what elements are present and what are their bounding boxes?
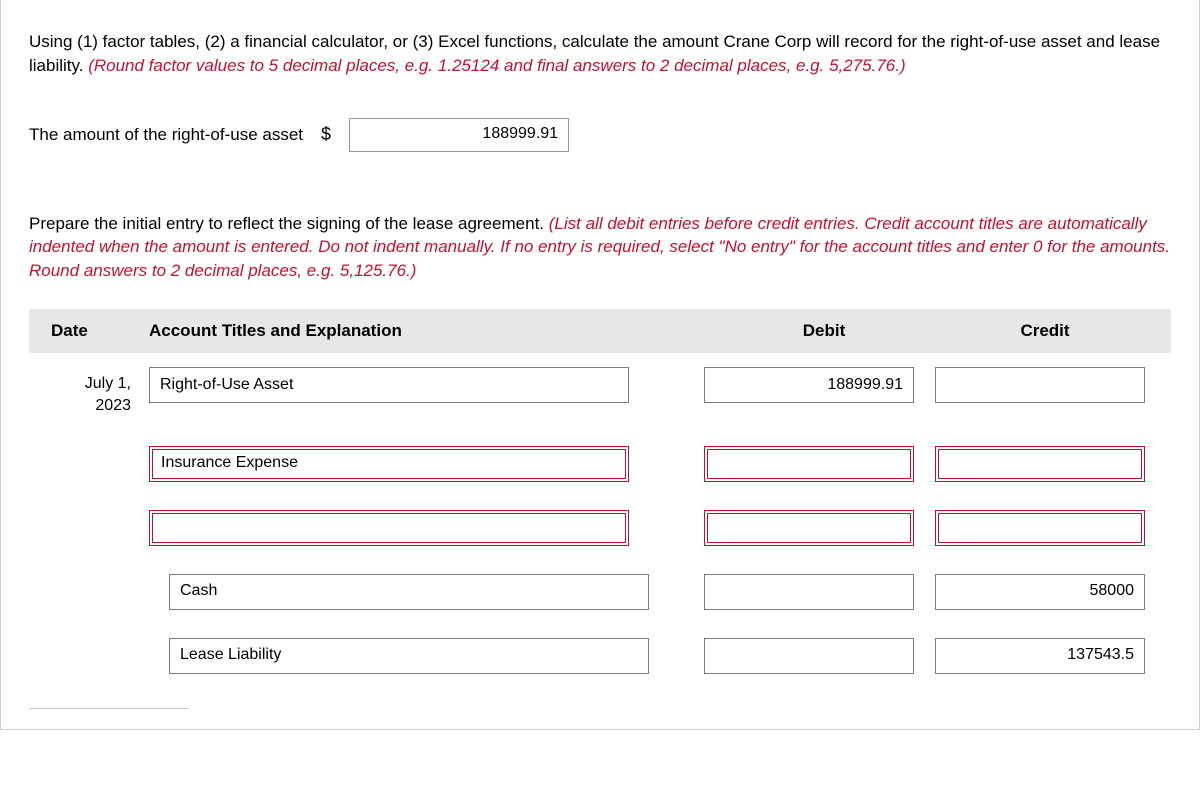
table-row: Lease Liability 137543.5	[29, 624, 1171, 688]
table-body: July 1,2023Right-of-Use Asset188999.91In…	[29, 353, 1171, 688]
bottom-rule	[29, 708, 189, 709]
currency-symbol: $	[321, 122, 331, 147]
credit-cell: 58000	[929, 574, 1151, 610]
account-title-input[interactable]: Right-of-Use Asset	[149, 367, 629, 403]
account-title-input[interactable]: Cash	[169, 574, 649, 610]
account-title-input[interactable]: Insurance Expense	[152, 449, 626, 479]
account-cell: Insurance Expense	[149, 446, 689, 482]
account-title-input[interactable]: Lease Liability	[169, 638, 649, 674]
debit-cell	[689, 574, 929, 610]
credit-cell	[929, 446, 1151, 482]
credit-cell	[929, 510, 1151, 546]
debit-input[interactable]: 188999.91	[704, 367, 914, 403]
amount-label: The amount of the right-of-use asset	[29, 123, 303, 147]
header-debit: Debit	[709, 319, 939, 343]
date-cell	[29, 574, 149, 580]
debit-cell	[689, 638, 929, 674]
debit-input[interactable]	[704, 638, 914, 674]
table-row: Insurance Expense	[29, 432, 1171, 496]
header-acct: Account Titles and Explanation	[149, 319, 709, 343]
account-cell: Right-of-Use Asset	[149, 367, 689, 403]
credit-input[interactable]	[938, 449, 1142, 479]
credit-input[interactable]	[935, 367, 1145, 403]
question-panel: Using (1) factor tables, (2) a financial…	[0, 0, 1200, 730]
q1-emph: (Round factor values to 5 decimal places…	[88, 56, 905, 75]
credit-input[interactable]: 58000	[935, 574, 1145, 610]
journal-entry-table: Date Account Titles and Explanation Debi…	[29, 309, 1171, 688]
date-cell	[29, 510, 149, 516]
table-row: July 1,2023Right-of-Use Asset188999.91	[29, 353, 1171, 432]
table-header-row: Date Account Titles and Explanation Debi…	[29, 309, 1171, 353]
account-cell: Cash	[149, 574, 689, 610]
header-credit: Credit	[939, 319, 1151, 343]
debit-input[interactable]	[704, 574, 914, 610]
credit-input[interactable]	[938, 513, 1142, 543]
table-row: Cash 58000	[29, 560, 1171, 624]
date-cell: July 1,2023	[29, 367, 149, 418]
debit-cell	[689, 446, 929, 482]
debit-input[interactable]	[707, 513, 911, 543]
debit-cell	[689, 510, 929, 546]
debit-cell: 188999.91	[689, 367, 929, 403]
account-cell: Lease Liability	[149, 638, 689, 674]
credit-input[interactable]: 137543.5	[935, 638, 1145, 674]
amount-input[interactable]: 188999.91	[349, 118, 569, 152]
date-line1: July 1,	[29, 373, 131, 395]
table-row	[29, 496, 1171, 560]
credit-cell	[929, 367, 1151, 403]
date-cell	[29, 446, 149, 452]
date-line2: 2023	[29, 395, 131, 417]
question1-text: Using (1) factor tables, (2) a financial…	[29, 30, 1171, 78]
header-date: Date	[29, 319, 149, 343]
credit-cell: 137543.5	[929, 638, 1151, 674]
q2-plain: Prepare the initial entry to reflect the…	[29, 214, 549, 233]
account-title-input[interactable]	[152, 513, 626, 543]
question2-text: Prepare the initial entry to reflect the…	[29, 212, 1171, 283]
account-cell	[149, 510, 689, 546]
date-cell	[29, 638, 149, 644]
amount-row: The amount of the right-of-use asset $ 1…	[29, 118, 1171, 152]
debit-input[interactable]	[707, 449, 911, 479]
